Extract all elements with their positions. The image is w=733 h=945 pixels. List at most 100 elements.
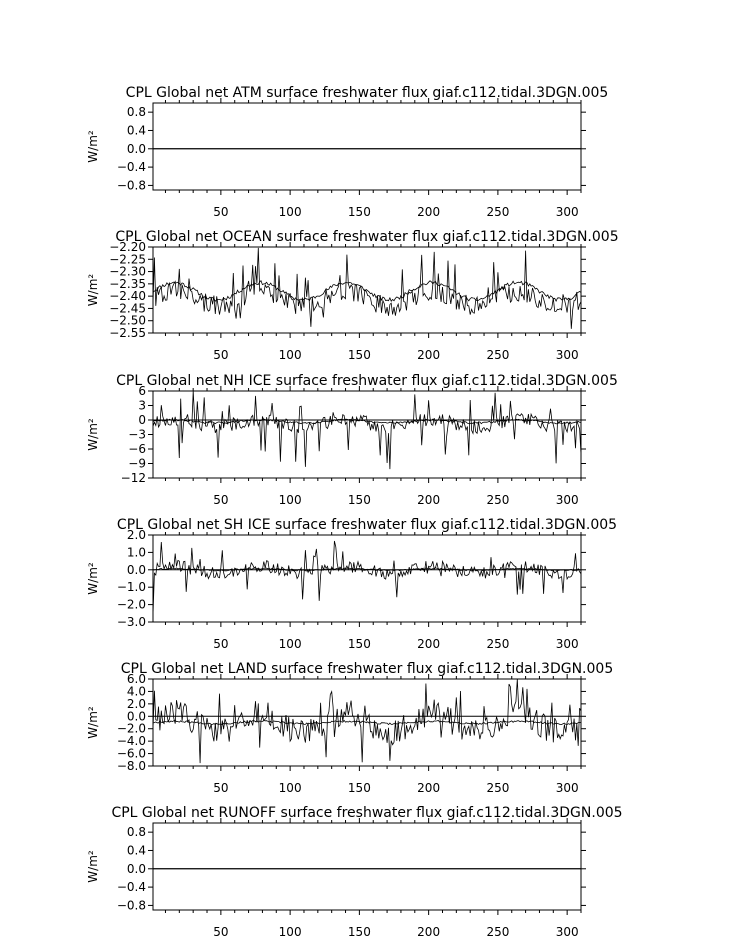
x-tick-label: 200 [417,637,440,651]
y-tick-label: 0.8 [127,105,146,119]
x-tick-label: 50 [213,205,228,219]
y-axis-label: W/m² [86,274,100,307]
y-tick-label: 0.4 [127,123,146,137]
y-tick-label: −9 [128,457,146,471]
y-tick-label: −12 [121,471,146,485]
plot-frame [152,246,582,334]
x-tick-label: 50 [213,493,228,507]
y-tick-label: −4.0 [117,734,146,748]
x-tick-label: 50 [213,348,228,362]
y-axis-label: W/m² [86,418,100,451]
x-tick-label: 250 [486,348,509,362]
series-line-2 [152,418,582,425]
plot-frame [152,822,582,911]
y-tick-label: −2.40 [109,289,146,303]
series-line-2 [152,279,582,303]
chart-panel-6: CPL Global net RUNOFF surface freshwater… [86,805,623,939]
x-tick-label: 100 [279,348,302,362]
x-tick-label: 200 [417,925,440,939]
y-axis-label: W/m² [86,130,100,163]
x-tick-label: 150 [348,637,371,651]
x-tick-label: 100 [279,493,302,507]
series-line-1 [152,247,582,329]
x-tick-label: 200 [417,493,440,507]
y-axis-label: W/m² [86,706,100,739]
chart-panel-4: CPL Global net SH ICE surface freshwater… [86,517,617,651]
chart-panel-2: CPL Global net OCEAN surface freshwater … [86,229,619,362]
y-tick-label: −1.0 [117,580,146,594]
y-tick-label: 2.0 [127,697,146,711]
series-line-1 [152,540,582,616]
x-tick-label: 300 [556,781,579,795]
chart-title: CPL Global net OCEAN surface freshwater … [115,229,618,245]
x-tick-label: 150 [348,925,371,939]
y-tick-label: −2.30 [109,265,146,279]
y-tick-label: −2.35 [109,277,146,291]
y-tick-label: −2.0 [117,598,146,612]
y-tick-label: −0.8 [117,898,146,912]
x-tick-label: 50 [213,925,228,939]
chart-title: CPL Global net NH ICE surface freshwater… [116,373,618,389]
series-line-2 [152,719,582,726]
series-line-1 [152,390,582,470]
x-tick-label: 200 [417,205,440,219]
y-tick-label: −3.0 [117,615,146,629]
y-tick-label: −0.4 [117,160,146,174]
y-tick-label: −0.4 [117,880,146,894]
y-tick-label: −6.0 [117,747,146,761]
x-tick-label: 150 [348,348,371,362]
x-tick-label: 100 [279,781,302,795]
y-tick-label: −2.25 [109,252,146,266]
x-tick-label: 250 [486,205,509,219]
x-tick-label: 150 [348,205,371,219]
x-tick-label: 50 [213,781,228,795]
chart-panel-3: CPL Global net NH ICE surface freshwater… [86,373,618,507]
y-tick-label: 3 [138,399,146,413]
x-tick-label: 200 [417,348,440,362]
y-tick-label: 1.0 [127,545,146,559]
y-tick-label: −0.8 [117,178,146,192]
y-tick-label: −2.20 [109,240,146,254]
y-tick-label: −2.45 [109,301,146,315]
plot-frame [152,102,582,191]
x-tick-label: 100 [279,637,302,651]
y-tick-label: 6 [138,384,146,398]
x-tick-label: 300 [556,348,579,362]
series-line-2 [153,567,582,572]
x-tick-label: 200 [417,781,440,795]
x-tick-label: 300 [556,205,579,219]
y-tick-label: −3 [128,428,146,442]
x-tick-label: 100 [279,925,302,939]
x-tick-label: 250 [486,925,509,939]
y-axis-label: W/m² [86,850,100,883]
chart-title: CPL Global net RUNOFF surface freshwater… [111,805,622,821]
y-tick-label: 0 [138,413,146,427]
x-tick-label: 150 [348,493,371,507]
y-tick-label: 0.4 [127,843,146,857]
chart-panel-5: CPL Global net LAND surface freshwater f… [86,661,613,795]
y-tick-label: 0.0 [127,142,146,156]
x-tick-label: 100 [279,205,302,219]
y-tick-label: −2.50 [109,314,146,328]
y-tick-label: −2.0 [117,722,146,736]
y-tick-label: 4.0 [127,684,146,698]
y-tick-label: −6 [128,442,146,456]
x-tick-label: 150 [348,781,371,795]
y-tick-label: 0.0 [127,563,146,577]
x-tick-label: 300 [556,925,579,939]
plot-frame [152,534,582,623]
chart-panel-1: CPL Global net ATM surface freshwater fl… [86,85,608,219]
chart-title: CPL Global net LAND surface freshwater f… [121,661,613,677]
x-tick-label: 250 [486,637,509,651]
x-tick-label: 300 [556,493,579,507]
x-tick-label: 50 [213,637,228,651]
y-tick-label: 0.0 [127,709,146,723]
y-tick-label: 2.0 [127,528,146,542]
x-tick-label: 250 [486,493,509,507]
y-tick-label: 6.0 [127,672,146,686]
y-tick-label: 0.0 [127,862,146,876]
x-tick-label: 250 [486,781,509,795]
y-tick-label: −8.0 [117,759,146,773]
y-tick-label: 0.8 [127,825,146,839]
